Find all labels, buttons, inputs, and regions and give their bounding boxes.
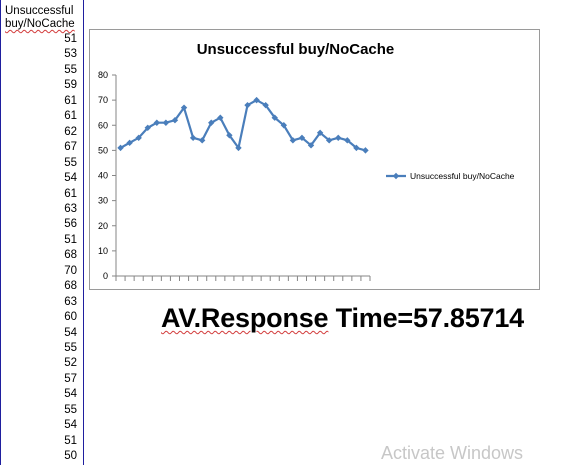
data-point [298, 134, 306, 142]
cell-value[interactable]: 63 [64, 295, 77, 308]
cell-value[interactable]: 59 [64, 79, 77, 92]
cell-value[interactable]: 60 [64, 311, 77, 324]
data-point [289, 137, 297, 144]
data-point [362, 147, 369, 154]
chart-canvas: Unsuccessful buy/NoCache 0 10 20 30 40 50 60 70 8… [98, 41, 515, 281]
data-point [153, 119, 161, 126]
data-point [307, 142, 315, 149]
data-point [126, 139, 133, 147]
column-header[interactable]: Unsuccessful buy/NoCache [5, 5, 83, 31]
cell-value[interactable]: 56 [64, 218, 77, 231]
y-tick-label: 20 [98, 221, 108, 231]
cell-value[interactable]: 55 [64, 156, 77, 169]
cell-value[interactable]: 54 [64, 419, 77, 432]
average-response-label: AV.Response Time=57.85714 [161, 303, 524, 334]
data-point [271, 114, 278, 121]
average-response-label-value: Time=57.85714 [328, 303, 525, 333]
cell-value[interactable]: 61 [64, 94, 77, 107]
data-point [171, 117, 179, 124]
data-point [162, 119, 170, 126]
data-point [335, 134, 342, 142]
data-point [180, 104, 188, 111]
data-point [198, 137, 206, 144]
activate-windows-watermark: Activate Windows [381, 443, 524, 463]
cell-value[interactable]: 51 [64, 434, 77, 447]
data-point [353, 144, 360, 152]
y-tick-label: 10 [98, 246, 108, 256]
data-point [235, 144, 242, 152]
data-point [280, 122, 288, 129]
cell-value[interactable]: 67 [64, 141, 77, 154]
spreadsheet-column[interactable]: Unsuccessful buy/NoCache 51 53 55 59 61 61 62 6… [0, 0, 84, 465]
y-tick-label: 50 [98, 145, 108, 155]
data-point [325, 137, 333, 144]
cell-value[interactable]: 55 [64, 403, 77, 416]
cell-value[interactable]: 50 [64, 450, 77, 463]
y-tick-label: 30 [98, 196, 108, 206]
legend-marker [392, 172, 400, 180]
column-header-line2: buy/NoCache [5, 18, 75, 30]
cell-value[interactable]: 61 [64, 110, 77, 123]
y-tick-label: 40 [98, 171, 108, 181]
y-tick-label: 80 [98, 70, 108, 80]
cell-value[interactable]: 52 [64, 357, 77, 370]
cell-value[interactable]: 54 [64, 388, 77, 401]
cell-value[interactable]: 51 [64, 33, 77, 45]
data-point [117, 144, 124, 152]
cell-value[interactable]: 51 [64, 233, 77, 246]
y-tick-label: 0 [103, 271, 108, 281]
cell-value[interactable]: 68 [64, 249, 77, 262]
data-point [344, 137, 351, 144]
cell-value[interactable]: 70 [64, 264, 77, 277]
cell-value[interactable]: 62 [64, 125, 77, 138]
data-point [244, 101, 251, 109]
data-point [262, 101, 269, 109]
cell-value[interactable]: 54 [64, 172, 77, 185]
data-point [226, 132, 233, 139]
cell-value[interactable]: 57 [64, 372, 77, 385]
y-tick-label: 60 [98, 120, 108, 130]
data-point [135, 134, 142, 142]
cell-value[interactable]: 68 [64, 280, 77, 293]
series-line [119, 98, 366, 152]
cell-value[interactable]: 63 [64, 202, 77, 215]
chart-title: Unsuccessful buy/NoCache [197, 41, 395, 58]
cell-value[interactable]: 54 [64, 326, 77, 339]
data-point [189, 134, 197, 142]
cell-value[interactable]: 61 [64, 187, 77, 200]
line-chart[interactable]: Unsuccessful buy/NoCache 0 10 20 30 40 50 60 70 8… [89, 29, 540, 290]
column-header-line1: Unsuccessful [5, 5, 74, 17]
legend-label: Unsuccessful buy/NoCache [410, 171, 515, 181]
cell-value[interactable]: 55 [64, 63, 77, 76]
data-point [217, 114, 224, 121]
y-tick-label: 70 [98, 95, 108, 105]
data-point [253, 96, 260, 104]
cell-value[interactable]: 53 [64, 48, 77, 61]
average-response-label-prefix: AV.Response [161, 303, 329, 333]
cell-value[interactable]: 55 [64, 342, 77, 354]
